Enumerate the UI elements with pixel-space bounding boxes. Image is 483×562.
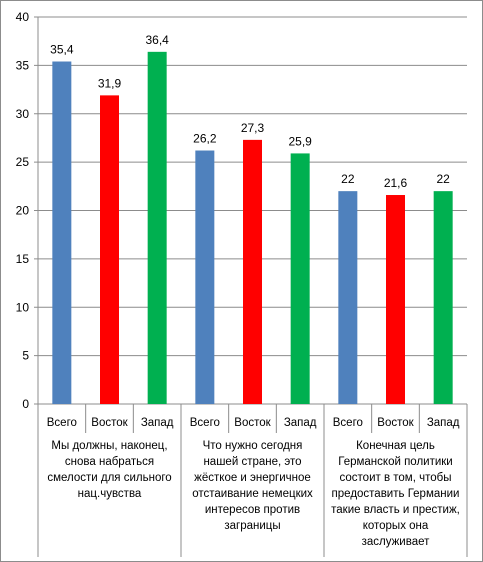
data-label: 21,6 xyxy=(384,176,408,190)
subcategory-label: Запад xyxy=(141,417,174,429)
y-tick-label: 40 xyxy=(16,10,30,24)
subcategory-label: Запад xyxy=(284,417,317,429)
y-tick-label: 30 xyxy=(16,107,30,121)
data-label: 31,9 xyxy=(98,76,122,90)
bar xyxy=(243,139,262,404)
group-label: Конечная цель Германской политики состои… xyxy=(331,440,460,548)
group-label: Мы должны, наконец, снова набраться смел… xyxy=(47,440,172,500)
subcategory-label: Всего xyxy=(47,417,77,429)
data-label: 36,4 xyxy=(145,33,169,47)
subcategory-label: Восток xyxy=(234,417,271,429)
data-label: 25,9 xyxy=(288,134,312,148)
y-tick-label: 35 xyxy=(16,58,30,72)
bar xyxy=(338,191,358,404)
y-tick-label: 25 xyxy=(16,155,30,169)
bar xyxy=(386,195,405,404)
y-tick-label: 15 xyxy=(16,252,30,266)
data-label: 27,3 xyxy=(241,121,265,135)
data-label: 35,4 xyxy=(50,43,74,57)
y-tick-label: 10 xyxy=(16,300,30,314)
subcategory-label: Запад xyxy=(427,417,460,429)
subcategory-label: Всего xyxy=(190,417,220,429)
bar xyxy=(290,153,310,404)
group-label: Что нужно сегодня нашей стране, это жёст… xyxy=(192,440,313,532)
data-label: 22 xyxy=(436,172,450,186)
bar xyxy=(195,150,215,404)
bar xyxy=(100,95,119,405)
data-label: 22 xyxy=(341,172,355,186)
y-tick-label: 20 xyxy=(16,204,30,218)
subcategory-label: Всего xyxy=(333,417,363,429)
data-label: 26,2 xyxy=(193,132,217,146)
bar xyxy=(52,61,72,404)
y-tick-label: 5 xyxy=(22,349,29,363)
bar xyxy=(147,51,167,404)
subcategory-label: Восток xyxy=(377,417,414,429)
subcategory-label: Восток xyxy=(91,417,128,429)
y-tick-label: 0 xyxy=(22,397,29,411)
bar xyxy=(433,191,453,404)
